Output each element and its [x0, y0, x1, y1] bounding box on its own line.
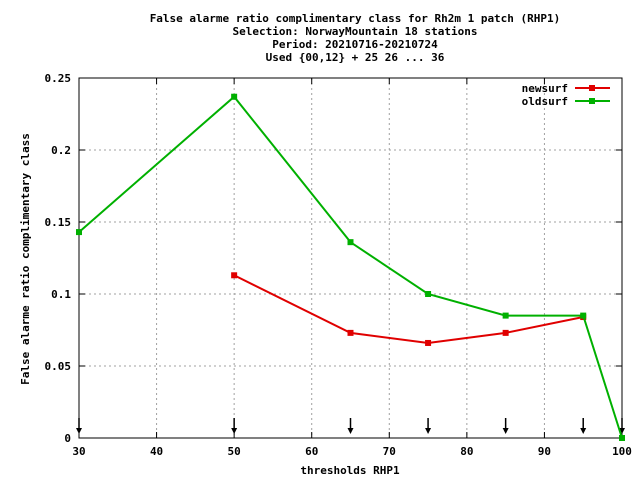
x-tick-label: 60 — [305, 445, 318, 458]
plot-frame — [78, 77, 623, 439]
legend-marker-newsurf — [589, 85, 595, 91]
data-point-newsurf — [425, 339, 432, 346]
arrow-marker-head — [231, 428, 238, 434]
y-axis-label: False alarme ratio complimentary class — [19, 133, 32, 385]
title-line-2: Selection: NorwayMountain 18 stations — [232, 25, 477, 38]
arrow-marker-head — [76, 428, 82, 434]
data-point-newsurf — [231, 272, 238, 279]
series-group — [76, 93, 625, 441]
x-tick-label: 80 — [460, 445, 473, 458]
legend-label-oldsurf: oldsurf — [522, 95, 568, 108]
y-tick-label: 0.05 — [45, 360, 72, 373]
arrow-marker-head — [347, 428, 354, 434]
data-point-oldsurf — [580, 312, 587, 319]
axes — [78, 77, 623, 439]
x-tick-label: 50 — [228, 445, 241, 458]
data-point-newsurf — [502, 329, 509, 336]
chart-title: False alarme ratio complimentary class f… — [150, 12, 561, 64]
arrow-marker-head — [425, 428, 432, 434]
data-point-oldsurf — [502, 312, 509, 319]
y-tick-label: 0.25 — [45, 72, 72, 85]
title-line-4: Used {00,12} + 25 26 ... 36 — [266, 51, 445, 64]
series-line-newsurf — [233, 274, 584, 344]
x-tick-label: 100 — [612, 445, 632, 458]
x-tick-label: 90 — [538, 445, 551, 458]
title-line-3: Period: 20210716-20210724 — [272, 38, 438, 51]
grid-lines — [79, 78, 622, 438]
x-axis-label: thresholds RHP1 — [300, 464, 400, 477]
legend-marker-oldsurf — [589, 98, 595, 104]
y-tick-label: 0 — [64, 432, 71, 445]
data-point-newsurf — [347, 329, 354, 336]
x-tick-label: 70 — [383, 445, 396, 458]
y-tick-label: 0.2 — [51, 144, 71, 157]
data-point-oldsurf — [347, 239, 354, 246]
arrow-marker-head — [502, 428, 509, 434]
data-point-oldsurf — [619, 435, 625, 441]
title-line-1: False alarme ratio complimentary class f… — [150, 12, 561, 25]
data-point-oldsurf — [425, 291, 432, 297]
series-line-oldsurf — [78, 95, 623, 439]
x-tick-label: 30 — [72, 445, 85, 458]
threshold-arrows — [76, 418, 625, 434]
legend-label-newsurf: newsurf — [522, 82, 568, 95]
y-tick-label: 0.1 — [51, 288, 71, 301]
tick-labels: 30 40 50 60 70 80 90 100 0 0.05 0.1 0.15 0.2 0.25 — [45, 72, 632, 458]
arrow-marker-head — [619, 428, 625, 434]
arrow-marker-head — [580, 428, 587, 434]
data-point-oldsurf — [231, 93, 238, 100]
y-tick-label: 0.15 — [45, 216, 72, 229]
data-point-oldsurf — [76, 229, 82, 236]
x-tick-label: 40 — [150, 445, 163, 458]
